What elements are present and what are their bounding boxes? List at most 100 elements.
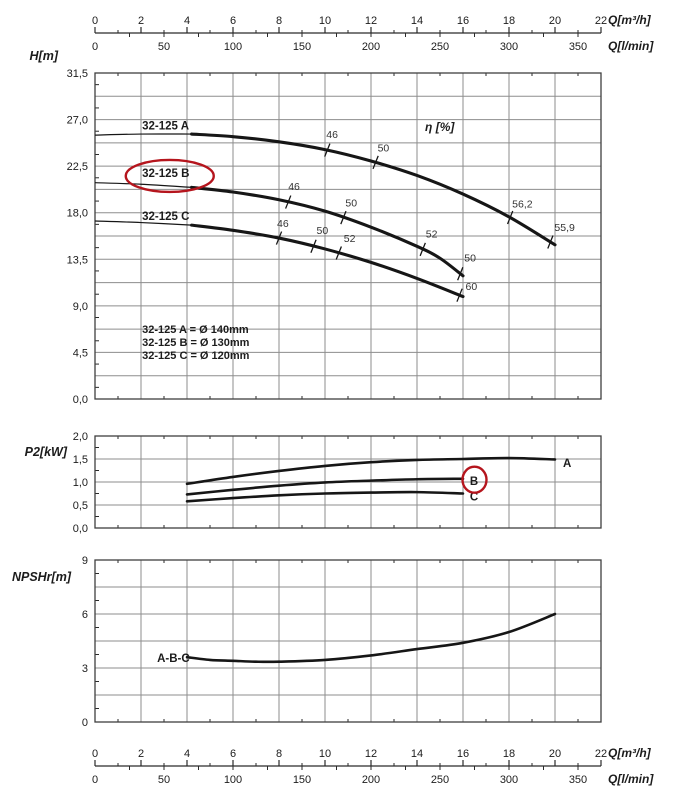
lmin-tick-label: 250 xyxy=(431,41,449,53)
curve-label: B xyxy=(470,476,478,488)
efficiency-value: 52 xyxy=(426,228,438,240)
efficiency-tick xyxy=(335,246,343,260)
lmin-tick-label: 350 xyxy=(569,41,587,53)
y-tick-label: 9 xyxy=(82,555,88,567)
curve-B xyxy=(185,477,465,496)
y-tick-label: 1,0 xyxy=(73,477,88,489)
flow-axis-bottom: 0 2 4 6 8 10 12 14 16 18 20 22 0 50 100 150 200 250 300 350… xyxy=(92,746,654,786)
y-tick-label: 2,0 xyxy=(73,431,88,443)
m3h-tick-label: 4 xyxy=(184,748,190,760)
curve-32-125 A xyxy=(190,132,557,247)
efficiency-tick xyxy=(284,195,292,209)
lmin-tick-label: 100 xyxy=(224,774,242,786)
efficiency-value: 50 xyxy=(345,198,357,210)
plot-border xyxy=(94,559,602,723)
y-tick-label: 4,5 xyxy=(73,347,88,359)
power-axis-title: P2[kW] xyxy=(25,445,68,459)
y-tick-label: 0,0 xyxy=(73,394,88,406)
m3h-tick-label: 2 xyxy=(138,748,144,760)
curve-32-125 C xyxy=(190,223,465,299)
lmin-tick-label: 150 xyxy=(293,41,311,53)
m3h-tick-label: 4 xyxy=(184,15,190,27)
lmin-tick-label: 150 xyxy=(293,774,311,786)
red-highlight-ellipse xyxy=(461,465,488,494)
m3h-tick-label: 22 xyxy=(595,748,607,760)
lmin-unit-label: Q[l/min] xyxy=(608,772,654,786)
efficiency-value: 46 xyxy=(288,181,300,193)
efficiency-tick xyxy=(506,210,514,225)
y-tick-label: 1,5 xyxy=(73,454,88,466)
m3h-tick-label: 16 xyxy=(457,15,469,27)
y-tick-label: 31,5 xyxy=(67,68,88,80)
efficiency-tick xyxy=(310,239,317,253)
efficiency-tick xyxy=(324,143,331,157)
m3h-tick-label: 18 xyxy=(503,15,515,27)
m3h-tick-label: 20 xyxy=(549,748,561,760)
m3h-tick-label: 2 xyxy=(138,15,144,27)
y-tick-label: 0,0 xyxy=(73,523,88,535)
curve-32-125 B xyxy=(190,185,465,278)
efficiency-tick xyxy=(547,235,554,249)
curve-thin-32-125 C xyxy=(94,220,192,226)
efficiency-tick xyxy=(372,155,379,170)
lmin-tick-label: 250 xyxy=(431,774,449,786)
head-axis-title: H[m] xyxy=(30,49,59,63)
lmin-tick-label: 50 xyxy=(158,41,170,53)
y-tick-label: 18,0 xyxy=(67,208,88,220)
lmin-tick-label: 0 xyxy=(92,774,98,786)
m3h-tick-label: 22 xyxy=(595,15,607,27)
efficiency-tick xyxy=(419,242,426,257)
m3h-tick-label: 20 xyxy=(549,15,561,27)
efficiency-value: 55,9 xyxy=(554,222,575,234)
m3h-tick-label: 10 xyxy=(319,748,331,760)
chart-p2: A BC 2,0 1,5 1,0 0,5 0,0 xyxy=(73,431,602,535)
curve-label: A-B-C xyxy=(157,653,190,665)
lmin-tick-label: 300 xyxy=(500,41,518,53)
plot-border xyxy=(94,72,602,400)
m3h-tick-label: 12 xyxy=(365,748,377,760)
curve-thin-32-125 B xyxy=(94,182,192,188)
efficiency-value: 50 xyxy=(378,142,390,154)
lmin-tick-label: 50 xyxy=(158,774,170,786)
lmin-tick-label: 350 xyxy=(569,774,587,786)
impeller-diameter-legend-line: 32-125 A = Ø 140mm xyxy=(142,324,249,336)
m3h-tick-label: 8 xyxy=(276,748,282,760)
efficiency-tick xyxy=(275,231,283,245)
red-highlight-ellipse xyxy=(124,158,215,194)
y-tick-label: 13,5 xyxy=(67,254,88,266)
efficiency-value: 46 xyxy=(326,129,338,141)
y-tick-label: 0 xyxy=(82,717,88,729)
lmin-unit-label: Q[l/min] xyxy=(608,39,654,53)
m3h-tick-label: 6 xyxy=(230,748,236,760)
m3h-tick-label: 10 xyxy=(319,15,331,27)
m3h-unit-label: Q[m³/h] xyxy=(608,746,652,760)
m3h-unit-label: Q[m³/h] xyxy=(608,13,652,27)
efficiency-value: 56,2 xyxy=(512,199,533,211)
efficiency-tick xyxy=(457,266,464,281)
m3h-tick-label: 18 xyxy=(503,748,515,760)
lmin-tick-label: 200 xyxy=(362,774,380,786)
curve-label: 32-125 C xyxy=(142,211,189,223)
plot-border xyxy=(94,435,602,529)
y-tick-label: 22,5 xyxy=(67,161,88,173)
efficiency-tick xyxy=(340,210,347,225)
curve-label: 32-125 B xyxy=(142,168,189,180)
impeller-diameter-legend-line: 32-125 B = Ø 130mm xyxy=(142,337,250,349)
curve-C xyxy=(185,490,465,503)
m3h-tick-label: 14 xyxy=(411,15,423,27)
lmin-tick-label: 100 xyxy=(224,41,242,53)
lmin-tick-label: 200 xyxy=(362,41,380,53)
m3h-tick-label: 14 xyxy=(411,748,423,760)
npshr-axis-title: NPSHr[m] xyxy=(12,570,72,584)
curve-label: η [%] xyxy=(425,120,455,134)
lmin-tick-label: 300 xyxy=(500,774,518,786)
curve-label: C xyxy=(470,492,478,504)
y-tick-label: 27,0 xyxy=(67,115,88,127)
m3h-tick-label: 0 xyxy=(92,748,98,760)
efficiency-value: 60 xyxy=(466,281,478,293)
lmin-tick-label: 0 xyxy=(92,41,98,53)
curve-label: A xyxy=(563,458,571,470)
curve-thin-32-125 A xyxy=(94,133,192,136)
